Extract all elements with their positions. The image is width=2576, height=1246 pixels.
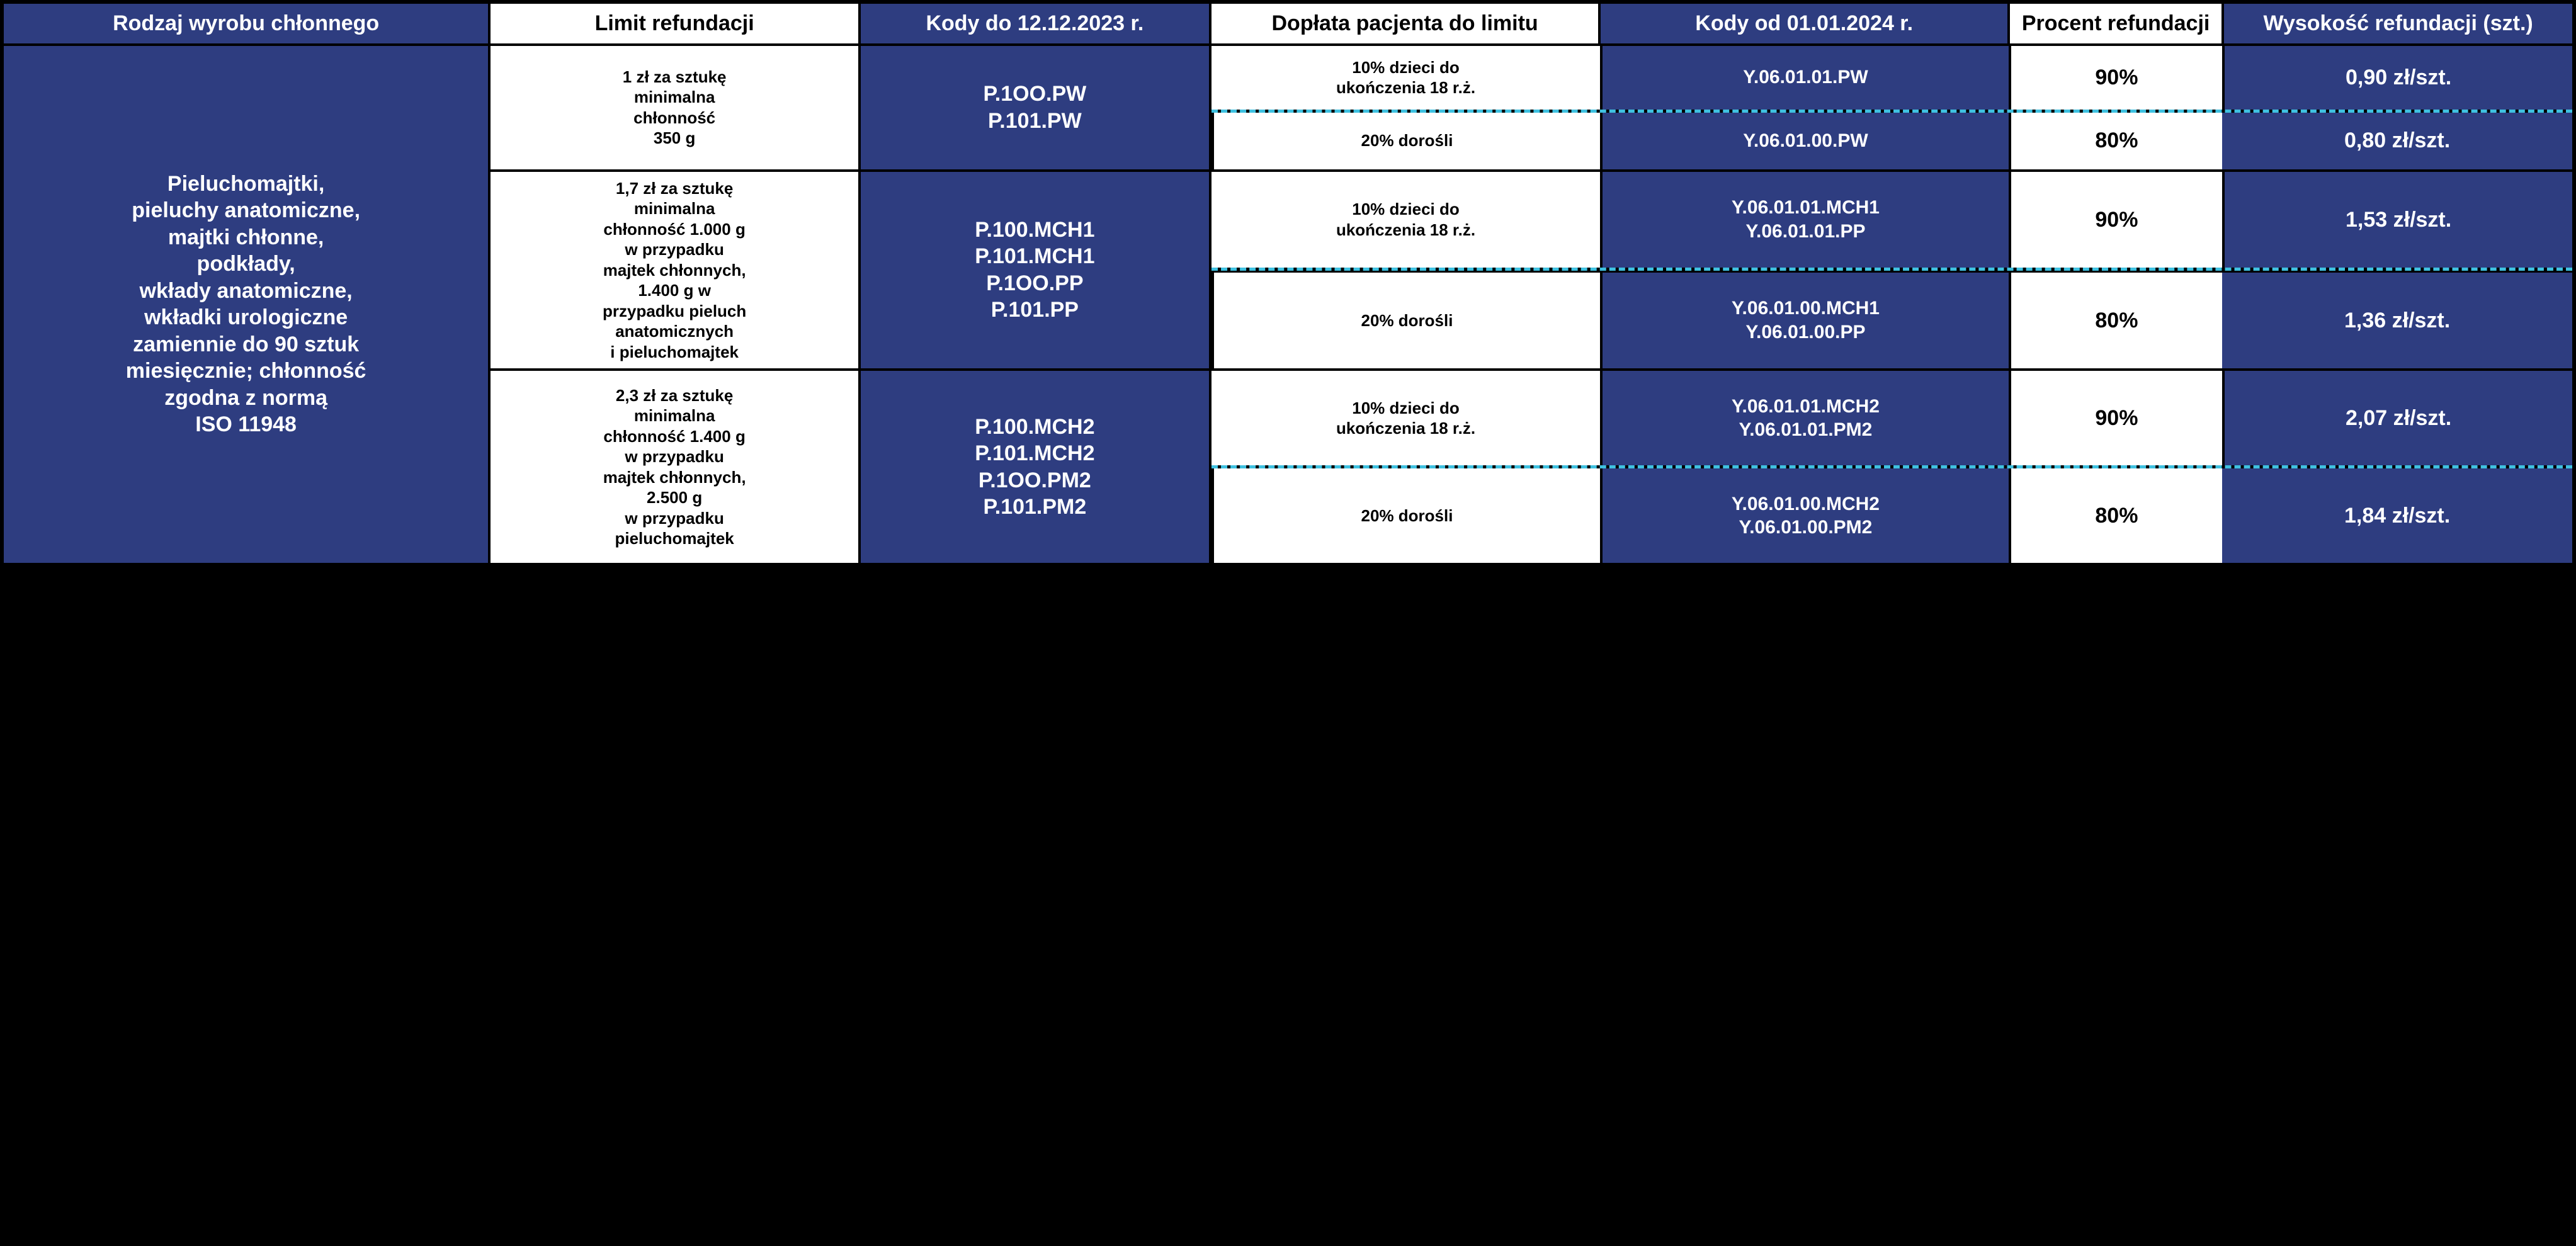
g1b-percent: 80%: [2009, 113, 2223, 169]
g3-limit: 2,3 zł za sztukę minimalna chłonność 1.4…: [489, 370, 860, 564]
g2a-doplata: 10% dzieci do ukończenia 18 r.ż.: [1211, 172, 1600, 268]
g3-subrows: 10% dzieci do ukończenia 18 r.ż. Y.06.01…: [1210, 370, 2573, 564]
g2b-amount: 1,36 zł/szt.: [2222, 273, 2572, 369]
g3b-amount: 1,84 zł/szt.: [2222, 468, 2572, 563]
g3a-doplata: 10% dzieci do ukończenia 18 r.ż.: [1211, 371, 1600, 465]
g2-subrows: 10% dzieci do ukończenia 18 r.ż. Y.06.01…: [1210, 171, 2573, 370]
g2a-percent: 90%: [2009, 172, 2223, 268]
g2b-doplata: 20% dorośli: [1211, 273, 1600, 369]
header-doplata: Dopłata pacjenta do limitu: [1210, 3, 1600, 45]
header-percent: Procent refundacji: [2009, 3, 2223, 45]
header-amount: Wysokość refundacji (szt.): [2223, 3, 2573, 45]
g2a-amount: 1,53 zł/szt.: [2222, 172, 2572, 268]
g1a-doplata: 10% dzieci do ukończenia 18 r.ż.: [1211, 46, 1600, 110]
product-type: Pieluchomajtki, pieluchy anatomiczne, ma…: [3, 45, 489, 565]
g3a-amount: 2,07 zł/szt.: [2222, 371, 2572, 465]
g1-codes-old: P.1OO.PW P.101.PW: [860, 45, 1210, 171]
g1a-amount: 0,90 zł/szt.: [2222, 46, 2572, 110]
g1b-doplata: 20% dorośli: [1211, 113, 1600, 169]
g1a-codesnew: Y.06.01.01.PW: [1600, 46, 2008, 110]
g2b-codesnew: Y.06.01.00.MCH1 Y.06.01.00.PP: [1600, 273, 2008, 369]
g1-limit: 1 zł za sztukę minimalna chłonność 350 g: [489, 45, 860, 171]
dash-divider: [1211, 268, 2572, 271]
g2-codes-old: P.100.MCH1 P.101.MCH1 P.1OO.PP P.101.PP: [860, 171, 1210, 370]
g3a-codesnew: Y.06.01.01.MCH2 Y.06.01.01.PM2: [1600, 371, 2008, 465]
header-limit: Limit refundacji: [489, 3, 860, 45]
g1b-codesnew: Y.06.01.00.PW: [1600, 113, 2008, 169]
g3-codes-old: P.100.MCH2 P.101.MCH2 P.1OO.PM2 P.101.PM…: [860, 370, 1210, 564]
g3b-doplata: 20% dorośli: [1211, 468, 1600, 563]
g3a-percent: 90%: [2009, 371, 2223, 465]
g2b-percent: 80%: [2009, 273, 2223, 369]
header-codes-old: Kody do 12.12.2023 r.: [860, 3, 1210, 45]
g1a-percent: 90%: [2009, 46, 2223, 110]
g3b-percent: 80%: [2009, 468, 2223, 563]
g1b-amount: 0,80 zł/szt.: [2222, 113, 2572, 169]
refund-table: Rodzaj wyrobu chłonnego Limit refundacji…: [0, 0, 2576, 567]
header-product-type: Rodzaj wyrobu chłonnego: [3, 3, 489, 45]
header-codes-new: Kody od 01.01.2024 r.: [1599, 3, 2009, 45]
g3b-codesnew: Y.06.01.00.MCH2 Y.06.01.00.PM2: [1600, 468, 2008, 563]
g1-subrows: 10% dzieci do ukończenia 18 r.ż. Y.06.01…: [1210, 45, 2573, 171]
g2a-codesnew: Y.06.01.01.MCH1 Y.06.01.01.PP: [1600, 172, 2008, 268]
g2-limit: 1,7 zł za sztukę minimalna chłonność 1.0…: [489, 171, 860, 370]
